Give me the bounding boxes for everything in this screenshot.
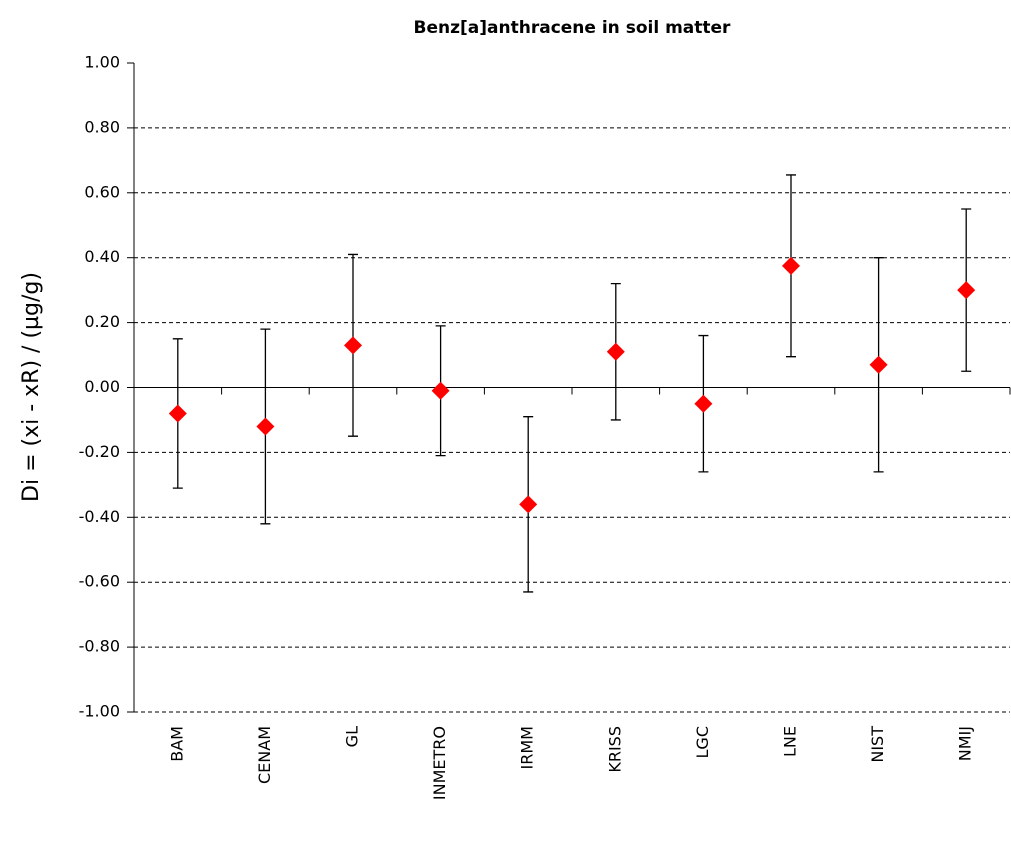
data-point	[168, 404, 187, 423]
data-point	[694, 394, 713, 413]
y-tick-label: 0.60	[84, 182, 120, 201]
x-tick-label: KRISS	[605, 726, 624, 773]
data-point	[519, 495, 538, 514]
y-tick-label: -0.20	[79, 442, 120, 461]
data-point	[256, 417, 275, 436]
x-tick-label: LNE	[781, 726, 800, 757]
x-tick-label: GL	[343, 726, 362, 747]
x-tick-label: CENAM	[255, 726, 274, 784]
data-point	[606, 342, 625, 361]
data-point	[869, 355, 888, 374]
x-tick-label: BAM	[167, 726, 186, 762]
y-axis-label: Di = (xi - xR) / (µg/g)	[19, 272, 44, 502]
chart-title: Benz[a]anthracene in soil matter	[414, 18, 731, 38]
y-tick-label: 0.00	[84, 377, 120, 396]
x-tick-label: LGC	[693, 726, 712, 758]
data-point	[431, 381, 450, 400]
y-tick-label: 0.40	[84, 247, 120, 266]
data-point	[782, 256, 800, 275]
y-tick-label: 1.00	[84, 53, 120, 72]
data-point	[344, 336, 362, 355]
y-tick-label: -0.40	[79, 507, 120, 526]
y-tick-label: 0.20	[84, 312, 120, 331]
x-tick-label: NIST	[868, 726, 887, 763]
x-tick-label: IRMM	[518, 726, 537, 769]
data-point	[957, 281, 976, 300]
x-tick-label: NMIJ	[956, 726, 975, 761]
y-tick-label: -1.00	[79, 702, 120, 721]
y-tick-label: -0.60	[79, 572, 120, 591]
y-tick-label: 0.80	[84, 117, 120, 136]
y-tick-label: -0.80	[79, 637, 120, 656]
x-tick-label: INMETRO	[430, 726, 449, 800]
